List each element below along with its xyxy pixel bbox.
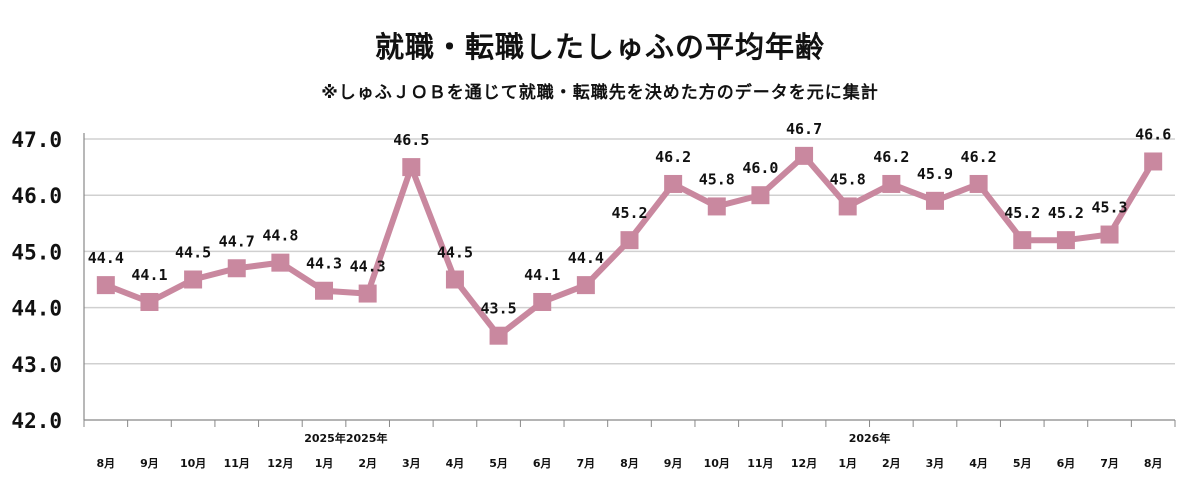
data-point-marker [882, 174, 901, 193]
data-label: 46.5 [393, 131, 429, 149]
x-tick-label: 11月 [747, 457, 773, 470]
data-label: 44.1 [524, 266, 560, 284]
data-point-marker [227, 259, 246, 278]
data-label: 45.9 [917, 165, 953, 183]
x-tick-label: 6月 [533, 457, 552, 470]
x-tick-label: 1月 [838, 457, 857, 470]
x-tick-label: 11月 [224, 457, 250, 470]
data-point-marker [795, 146, 814, 165]
data-point-marker [664, 174, 683, 193]
data-point-marker [271, 253, 290, 272]
x-tick-label: 2月 [882, 457, 901, 470]
y-tick-label: 45.0 [11, 240, 62, 264]
data-point-marker [1013, 231, 1032, 250]
y-tick-label: 47.0 [11, 128, 62, 152]
x-year-label: 2026年 [849, 431, 891, 445]
data-label: 43.5 [481, 300, 517, 318]
chart-title: 就職・転職したしゅふの平均年齢 [374, 30, 825, 64]
chart-subtitle: ※しゅふＪＯＢを通じて就職・転職先を決めた方のデータを元に集計 [321, 83, 879, 103]
x-tick-label: 12月 [791, 457, 817, 470]
y-tick-label: 42.0 [11, 409, 62, 433]
data-point-marker [576, 276, 595, 295]
data-point-marker [184, 270, 203, 289]
y-axis-ticks: 42.0 43.0 44.0 45.0 46.0 47.0 [11, 128, 62, 433]
x-tick-label: 10月 [180, 457, 206, 470]
data-label: 44.1 [131, 266, 167, 284]
data-point-marker [1144, 152, 1163, 171]
data-label: 46.2 [655, 148, 691, 166]
data-label: 45.2 [1048, 204, 1084, 222]
data-point-marker [1056, 231, 1075, 250]
x-axis-ticks: 8月 9月 10月 11月 12月 1月 2月 3月 4月 5月 6月 7月 8月 9月 10月 11月 12月… [96, 431, 1162, 470]
data-label: 45.2 [611, 204, 647, 222]
x-tick-label: 6月 [1057, 457, 1076, 470]
x-tick-label: 8月 [1144, 457, 1163, 470]
data-label: 46.0 [742, 159, 778, 177]
x-tick-label: 4月 [969, 457, 988, 470]
y-tick-label: 44.0 [11, 297, 62, 321]
data-label: 44.3 [350, 258, 386, 276]
data-label: 46.2 [873, 148, 909, 166]
data-point-marker [838, 197, 857, 216]
data-label: 45.2 [1004, 204, 1040, 222]
data-point-marker [96, 276, 115, 295]
x-tick-label: 8月 [620, 457, 639, 470]
data-point-marker [751, 186, 770, 205]
x-tick-label: 2月 [358, 457, 377, 470]
x-tick-label: 8月 [96, 457, 115, 470]
x-tick-label: 3月 [402, 457, 421, 470]
y-tick-label: 43.0 [11, 353, 62, 377]
data-label: 44.4 [568, 249, 604, 267]
y-tick-label: 46.0 [11, 184, 62, 208]
x-tick-label: 12月 [267, 457, 293, 470]
x-tick-label: 3月 [926, 457, 945, 470]
axes [83, 133, 1176, 427]
x-tick-label: 1月 [315, 457, 334, 470]
x-tick-label: 5月 [1013, 457, 1032, 470]
data-label: 44.7 [219, 232, 255, 250]
data-label: 46.6 [1135, 125, 1171, 143]
series-markers [96, 146, 1163, 345]
x-tick-label: 9月 [140, 457, 159, 470]
x-tick-label: 7月 [577, 457, 596, 470]
data-point-marker [445, 270, 464, 289]
data-label: 45.8 [830, 170, 866, 188]
data-labels: 44.4 44.1 44.5 44.7 44.8 44.3 44.3 46.5 44.5 43.5… [88, 120, 1171, 318]
x-tick-label: 4月 [446, 457, 465, 470]
data-label: 46.7 [786, 120, 822, 138]
data-label: 44.8 [262, 227, 298, 245]
data-point-marker [969, 174, 988, 193]
data-point-marker [1100, 225, 1119, 244]
data-label: 44.4 [88, 249, 124, 267]
data-point-marker [315, 281, 334, 300]
data-point-marker [533, 292, 552, 311]
x-tick-label: 5月 [489, 457, 508, 470]
data-point-marker [489, 326, 508, 345]
data-point-marker [707, 197, 726, 216]
data-label: 45.8 [699, 170, 735, 188]
data-label: 44.3 [306, 255, 342, 273]
data-label: 45.3 [1091, 199, 1127, 217]
data-label: 46.2 [961, 148, 997, 166]
x-tick-label: 7月 [1100, 457, 1119, 470]
data-point-marker [358, 284, 377, 303]
x-tick-label: 9月 [664, 457, 683, 470]
data-label: 44.5 [437, 244, 473, 262]
x-year-label: 2025年2025年 [304, 431, 387, 445]
data-point-marker [925, 191, 944, 210]
data-point-marker [620, 231, 639, 250]
data-label: 44.5 [175, 244, 211, 262]
x-tick-label: 10月 [704, 457, 730, 470]
data-point-marker [140, 292, 159, 311]
data-point-marker [402, 158, 421, 177]
grid-lines [84, 138, 1175, 365]
